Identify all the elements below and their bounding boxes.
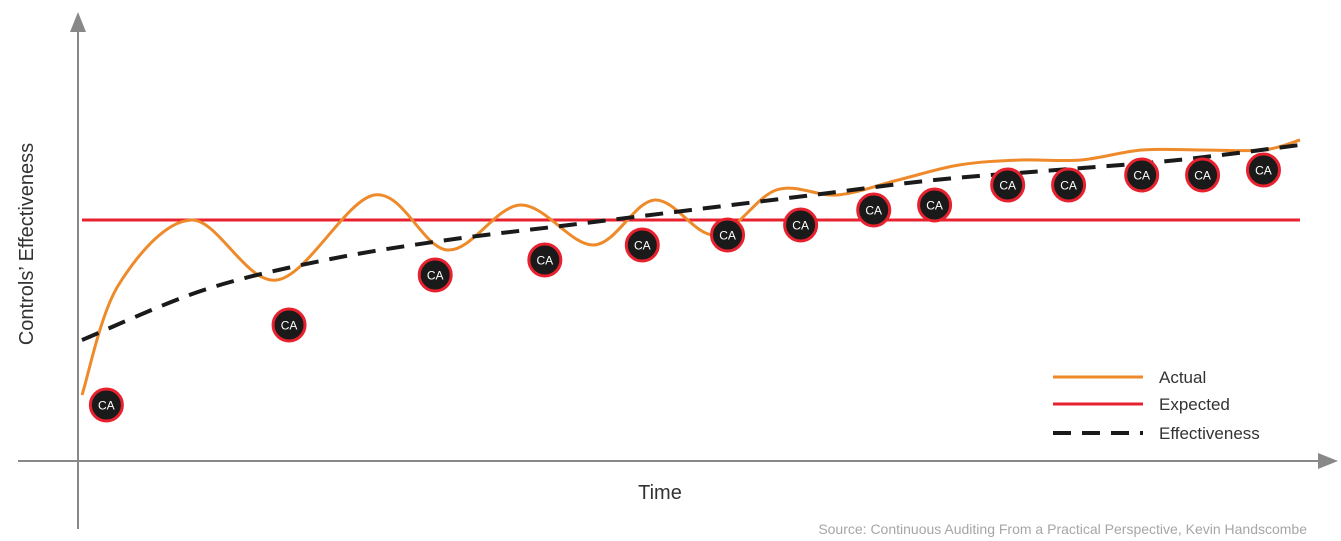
- series-line-effectiveness: [81, 143, 1301, 342]
- ca-marker-circle: [990, 167, 1026, 203]
- ca-marker-label: CA: [281, 319, 298, 333]
- ca-marker-label: CA: [999, 179, 1016, 193]
- ca-marker-label: CA: [792, 219, 809, 233]
- ca-marker-circle: [271, 307, 307, 343]
- ca-marker: CA: [1245, 152, 1281, 188]
- ca-marker: CA: [1124, 157, 1160, 193]
- ca-marker-circle: [856, 192, 892, 228]
- ca-markers: CA CA CA CA CA CA CA CA CA CA CA CA CA CA: [88, 152, 1281, 423]
- ca-marker: CA: [1051, 167, 1087, 203]
- series-line-actual: [80, 138, 1301, 396]
- ca-marker-circle: [1124, 157, 1160, 193]
- ca-marker-circle: [1185, 157, 1221, 193]
- ca-marker: CA: [88, 387, 124, 423]
- ca-marker-circle: [1051, 167, 1087, 203]
- ca-marker-circle: [527, 242, 563, 278]
- legend-label-actual: Actual: [1159, 368, 1206, 387]
- x-axis-label: Time: [638, 482, 682, 504]
- ca-marker-circle: [917, 187, 953, 223]
- ca-marker: CA: [856, 192, 892, 228]
- ca-marker: CA: [783, 207, 819, 243]
- ca-marker-label: CA: [634, 239, 651, 253]
- ca-marker-circle: [624, 227, 660, 263]
- ca-marker-label: CA: [427, 269, 444, 283]
- ca-marker: CA: [271, 307, 307, 343]
- ca-marker: CA: [990, 167, 1026, 203]
- ca-marker-circle: [783, 207, 819, 243]
- ca-marker-label: CA: [98, 399, 115, 413]
- axes: [18, 12, 1338, 529]
- y-axis-arrow: [70, 12, 86, 32]
- ca-marker-circle: [88, 387, 124, 423]
- ca-marker: CA: [917, 187, 953, 223]
- ca-marker: CA: [624, 227, 660, 263]
- ca-marker-circle: [417, 257, 453, 293]
- series-lines: [80, 138, 1301, 396]
- ca-marker: CA: [1185, 157, 1221, 193]
- ca-marker-label: CA: [537, 254, 554, 268]
- x-axis-arrow: [1318, 453, 1338, 469]
- ca-marker-label: CA: [1133, 169, 1150, 183]
- ca-marker-label: CA: [1255, 164, 1272, 178]
- legend-label-expected: Expected: [1159, 395, 1230, 414]
- ca-marker-label: CA: [1194, 169, 1211, 183]
- ca-marker-circle: [1245, 152, 1281, 188]
- ca-marker-circle: [710, 217, 746, 253]
- source-citation: Source: Continuous Auditing From a Pract…: [818, 521, 1307, 537]
- legend: Actual Expected Effectiveness: [1053, 368, 1260, 443]
- ca-marker-label: CA: [865, 204, 882, 218]
- ca-marker: CA: [710, 217, 746, 253]
- ca-marker: CA: [527, 242, 563, 278]
- y-axis-label: Controls’ Effectiveness: [16, 143, 38, 345]
- legend-label-effectiveness: Effectiveness: [1159, 424, 1260, 443]
- ca-marker-label: CA: [926, 199, 943, 213]
- ca-marker-label: CA: [719, 229, 736, 243]
- ca-marker-label: CA: [1060, 179, 1077, 193]
- ca-marker: CA: [417, 257, 453, 293]
